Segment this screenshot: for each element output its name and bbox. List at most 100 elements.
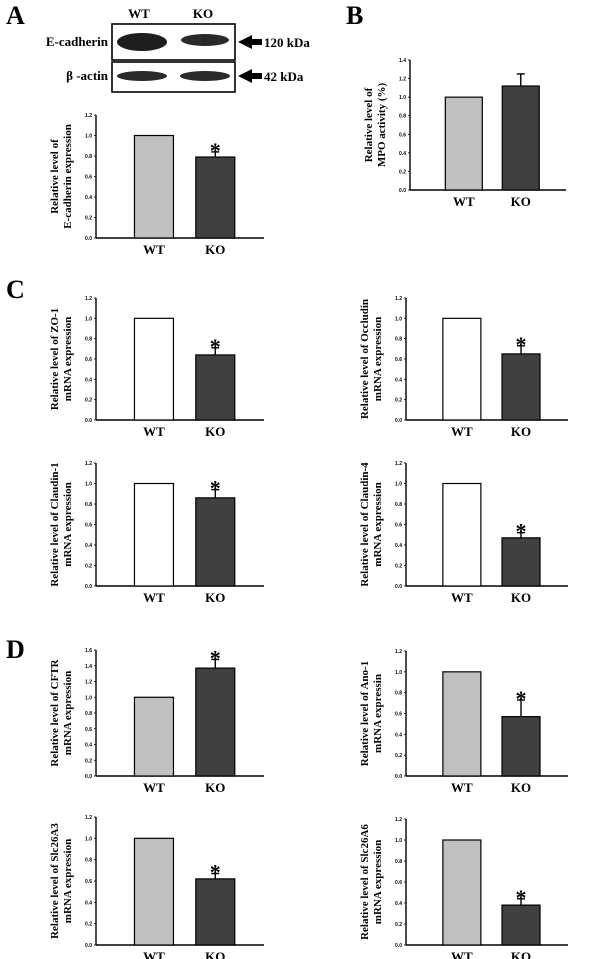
- bar-slc26a3-ko: [195, 878, 236, 946]
- y-tick-label-slc26a3-1: 0.2: [85, 922, 92, 928]
- x-label-claudin4-0: WT: [451, 590, 473, 605]
- y-tick-label-cftr-2: 0.4: [85, 743, 92, 749]
- y-axis-label-slc26a3: Relative level of Slc26A3 mRNA expression: [49, 823, 74, 939]
- y-tick-label-zo1-6: 1.2: [85, 296, 92, 302]
- y-tick-label-claudin1-4: 0.8: [85, 502, 92, 508]
- blot-row-label-actin: β -actin: [66, 68, 109, 83]
- y-tick-label-slc26a3-4: 0.8: [85, 858, 92, 864]
- band-ecadherin-wt: [117, 33, 167, 51]
- bar-claudin4-ko: [501, 537, 541, 587]
- y-tick-label-claudin4-1: 0.2: [395, 564, 402, 570]
- blot-lane-wt: WT: [128, 6, 150, 21]
- panel-label-a: A: [6, 1, 25, 30]
- bar-claudin4-wt: [442, 482, 482, 587]
- y-axis-label-line-claudin4-0: Relative level of Claudin-4: [359, 462, 371, 587]
- x-label-occludin-0: WT: [451, 424, 473, 439]
- y-tick-label-claudin4-2: 0.4: [395, 543, 402, 549]
- y-tick-label-cftr-7: 1.4: [85, 664, 92, 670]
- y-tick-label-cftr-5: 1.0: [85, 695, 92, 701]
- y-tick-label-slc26a3-2: 0.4: [85, 900, 92, 906]
- y-tick-label-mpo-7: 1.4: [399, 58, 406, 64]
- y-tick-label-zo1-1: 0.2: [85, 398, 92, 404]
- y-tick-label-ecad-1: 0.2: [85, 216, 92, 222]
- y-tick-label-claudin1-3: 0.6: [85, 523, 92, 529]
- bar-occludin-wt: [442, 317, 482, 421]
- bar-claudin1-wt: [133, 482, 175, 587]
- y-axis-label-line-cftr-1: mRNA expression: [62, 671, 74, 755]
- bar-zo1-wt: [133, 317, 175, 421]
- y-tick-label-mpo-4: 0.8: [399, 114, 406, 120]
- y-axis-label-line-zo1-0: Relative level of ZO-1: [49, 308, 61, 410]
- significance-star-ecad-1: *: [210, 138, 221, 163]
- x-label-slc26a6-0: WT: [451, 949, 473, 959]
- bar-zo1-ko: [195, 354, 236, 421]
- blot-size-actin: 42 kDa: [264, 69, 304, 84]
- y-tick-label-occludin-2: 0.4: [395, 377, 402, 383]
- y-tick-label-claudin4-6: 1.2: [395, 461, 402, 467]
- y-tick-label-occludin-4: 0.8: [395, 337, 402, 343]
- y-tick-label-mpo-6: 1.2: [399, 77, 406, 83]
- panel-label-c: C: [6, 275, 25, 304]
- y-axis-label-ecad: Relative level of E-cadherin expression: [49, 124, 74, 229]
- bar-ano1-ko: [501, 716, 541, 777]
- y-axis-label-line-claudin4-1: mRNA expression: [372, 482, 384, 566]
- y-tick-label-slc26a6-2: 0.4: [395, 901, 402, 907]
- significance-star-zo1-1: *: [210, 334, 221, 359]
- y-tick-label-claudin1-2: 0.4: [85, 543, 92, 549]
- x-label-ano1-0: WT: [451, 780, 473, 795]
- y-tick-label-zo1-2: 0.4: [85, 377, 92, 383]
- y-tick-label-slc26a6-1: 0.2: [395, 922, 402, 928]
- y-tick-label-ecad-5: 1.0: [85, 134, 92, 140]
- y-axis-label-line-occludin-0: Relative level of Occludin: [359, 299, 371, 419]
- blot-size-ecadherin: 120 kDa: [264, 35, 310, 50]
- y-tick-label-claudin1-5: 1.0: [85, 482, 92, 488]
- y-tick-label-occludin-1: 0.2: [395, 398, 402, 404]
- chart-claudin1: 0.0 0.2 0.4 0.6 0.8 1.0 1.2 WT * KO Relative level…: [49, 461, 264, 605]
- y-axis-label-claudin1: Relative level of Claudin-1 mRNA expressi…: [49, 462, 74, 586]
- y-tick-label-slc26a3-6: 1.2: [85, 815, 92, 821]
- y-axis-label-mpo: Relative level of MPO activity (%): [363, 83, 388, 168]
- y-axis-label-line-ano1-0: Relative level of Ano-1: [359, 661, 371, 766]
- x-label-ecad-0: WT: [143, 242, 165, 257]
- y-axis-label-line-claudin1-0: Relative level of Claudin-1: [49, 462, 61, 586]
- y-tick-label-mpo-2: 0.4: [399, 151, 406, 157]
- y-tick-label-mpo-1: 0.2: [399, 169, 406, 175]
- x-label-ano1-1: KO: [511, 780, 531, 795]
- bar-occludin-ko: [501, 353, 541, 421]
- y-tick-label-ano1-0: 0.0: [395, 774, 402, 780]
- y-axis-label-line-claudin1-1: mRNA expression: [62, 482, 74, 566]
- y-tick-label-mpo-3: 0.6: [399, 132, 406, 138]
- y-tick-label-claudin4-3: 0.6: [395, 523, 402, 529]
- y-tick-label-ecad-0: 0.0: [85, 236, 92, 242]
- arrow-actin: [238, 69, 262, 83]
- x-label-slc26a3-0: WT: [143, 949, 165, 959]
- y-tick-label-ano1-3: 0.6: [395, 712, 402, 718]
- band-actin-wt: [117, 71, 167, 81]
- bar-ano1-wt: [442, 671, 482, 777]
- y-tick-label-slc26a6-5: 1.0: [395, 838, 402, 844]
- y-tick-label-slc26a6-4: 0.8: [395, 859, 402, 865]
- bar-slc26a3-wt: [133, 837, 175, 946]
- y-axis-label-line-ano1-1: mRNA expressin: [372, 674, 384, 753]
- y-tick-label-zo1-4: 0.8: [85, 337, 92, 343]
- bar-mpo-wt: [444, 96, 483, 191]
- x-label-cftr-1: KO: [205, 780, 225, 795]
- chart-ecad: 0.0 0.2 0.4 0.6 0.8 1.0 1.2 WT * KO Relative level…: [49, 113, 264, 257]
- y-tick-label-ano1-1: 0.2: [395, 753, 402, 759]
- x-label-slc26a3-1: KO: [205, 949, 225, 959]
- y-tick-label-cftr-8: 1.6: [85, 648, 92, 654]
- y-tick-label-claudin1-6: 1.2: [85, 461, 92, 467]
- bar-cftr-wt: [133, 696, 175, 777]
- x-label-mpo-1: KO: [511, 194, 531, 209]
- bar-mpo-ko: [501, 85, 540, 191]
- y-tick-label-slc26a6-0: 0.0: [395, 943, 402, 949]
- y-tick-label-cftr-3: 0.6: [85, 727, 92, 733]
- y-tick-label-slc26a3-3: 0.6: [85, 879, 92, 885]
- y-tick-label-zo1-0: 0.0: [85, 418, 92, 424]
- y-axis-label-line-cftr-0: Relative level of CFTR: [49, 658, 61, 766]
- y-axis-label-line-ecad-0: Relative level of: [49, 139, 61, 214]
- chart-slc26a3: 0.0 0.2 0.4 0.6 0.8 1.0 1.2 WT * KO Relative level…: [49, 815, 264, 959]
- y-tick-label-ecad-2: 0.4: [85, 195, 92, 201]
- y-tick-label-occludin-5: 1.0: [395, 316, 402, 322]
